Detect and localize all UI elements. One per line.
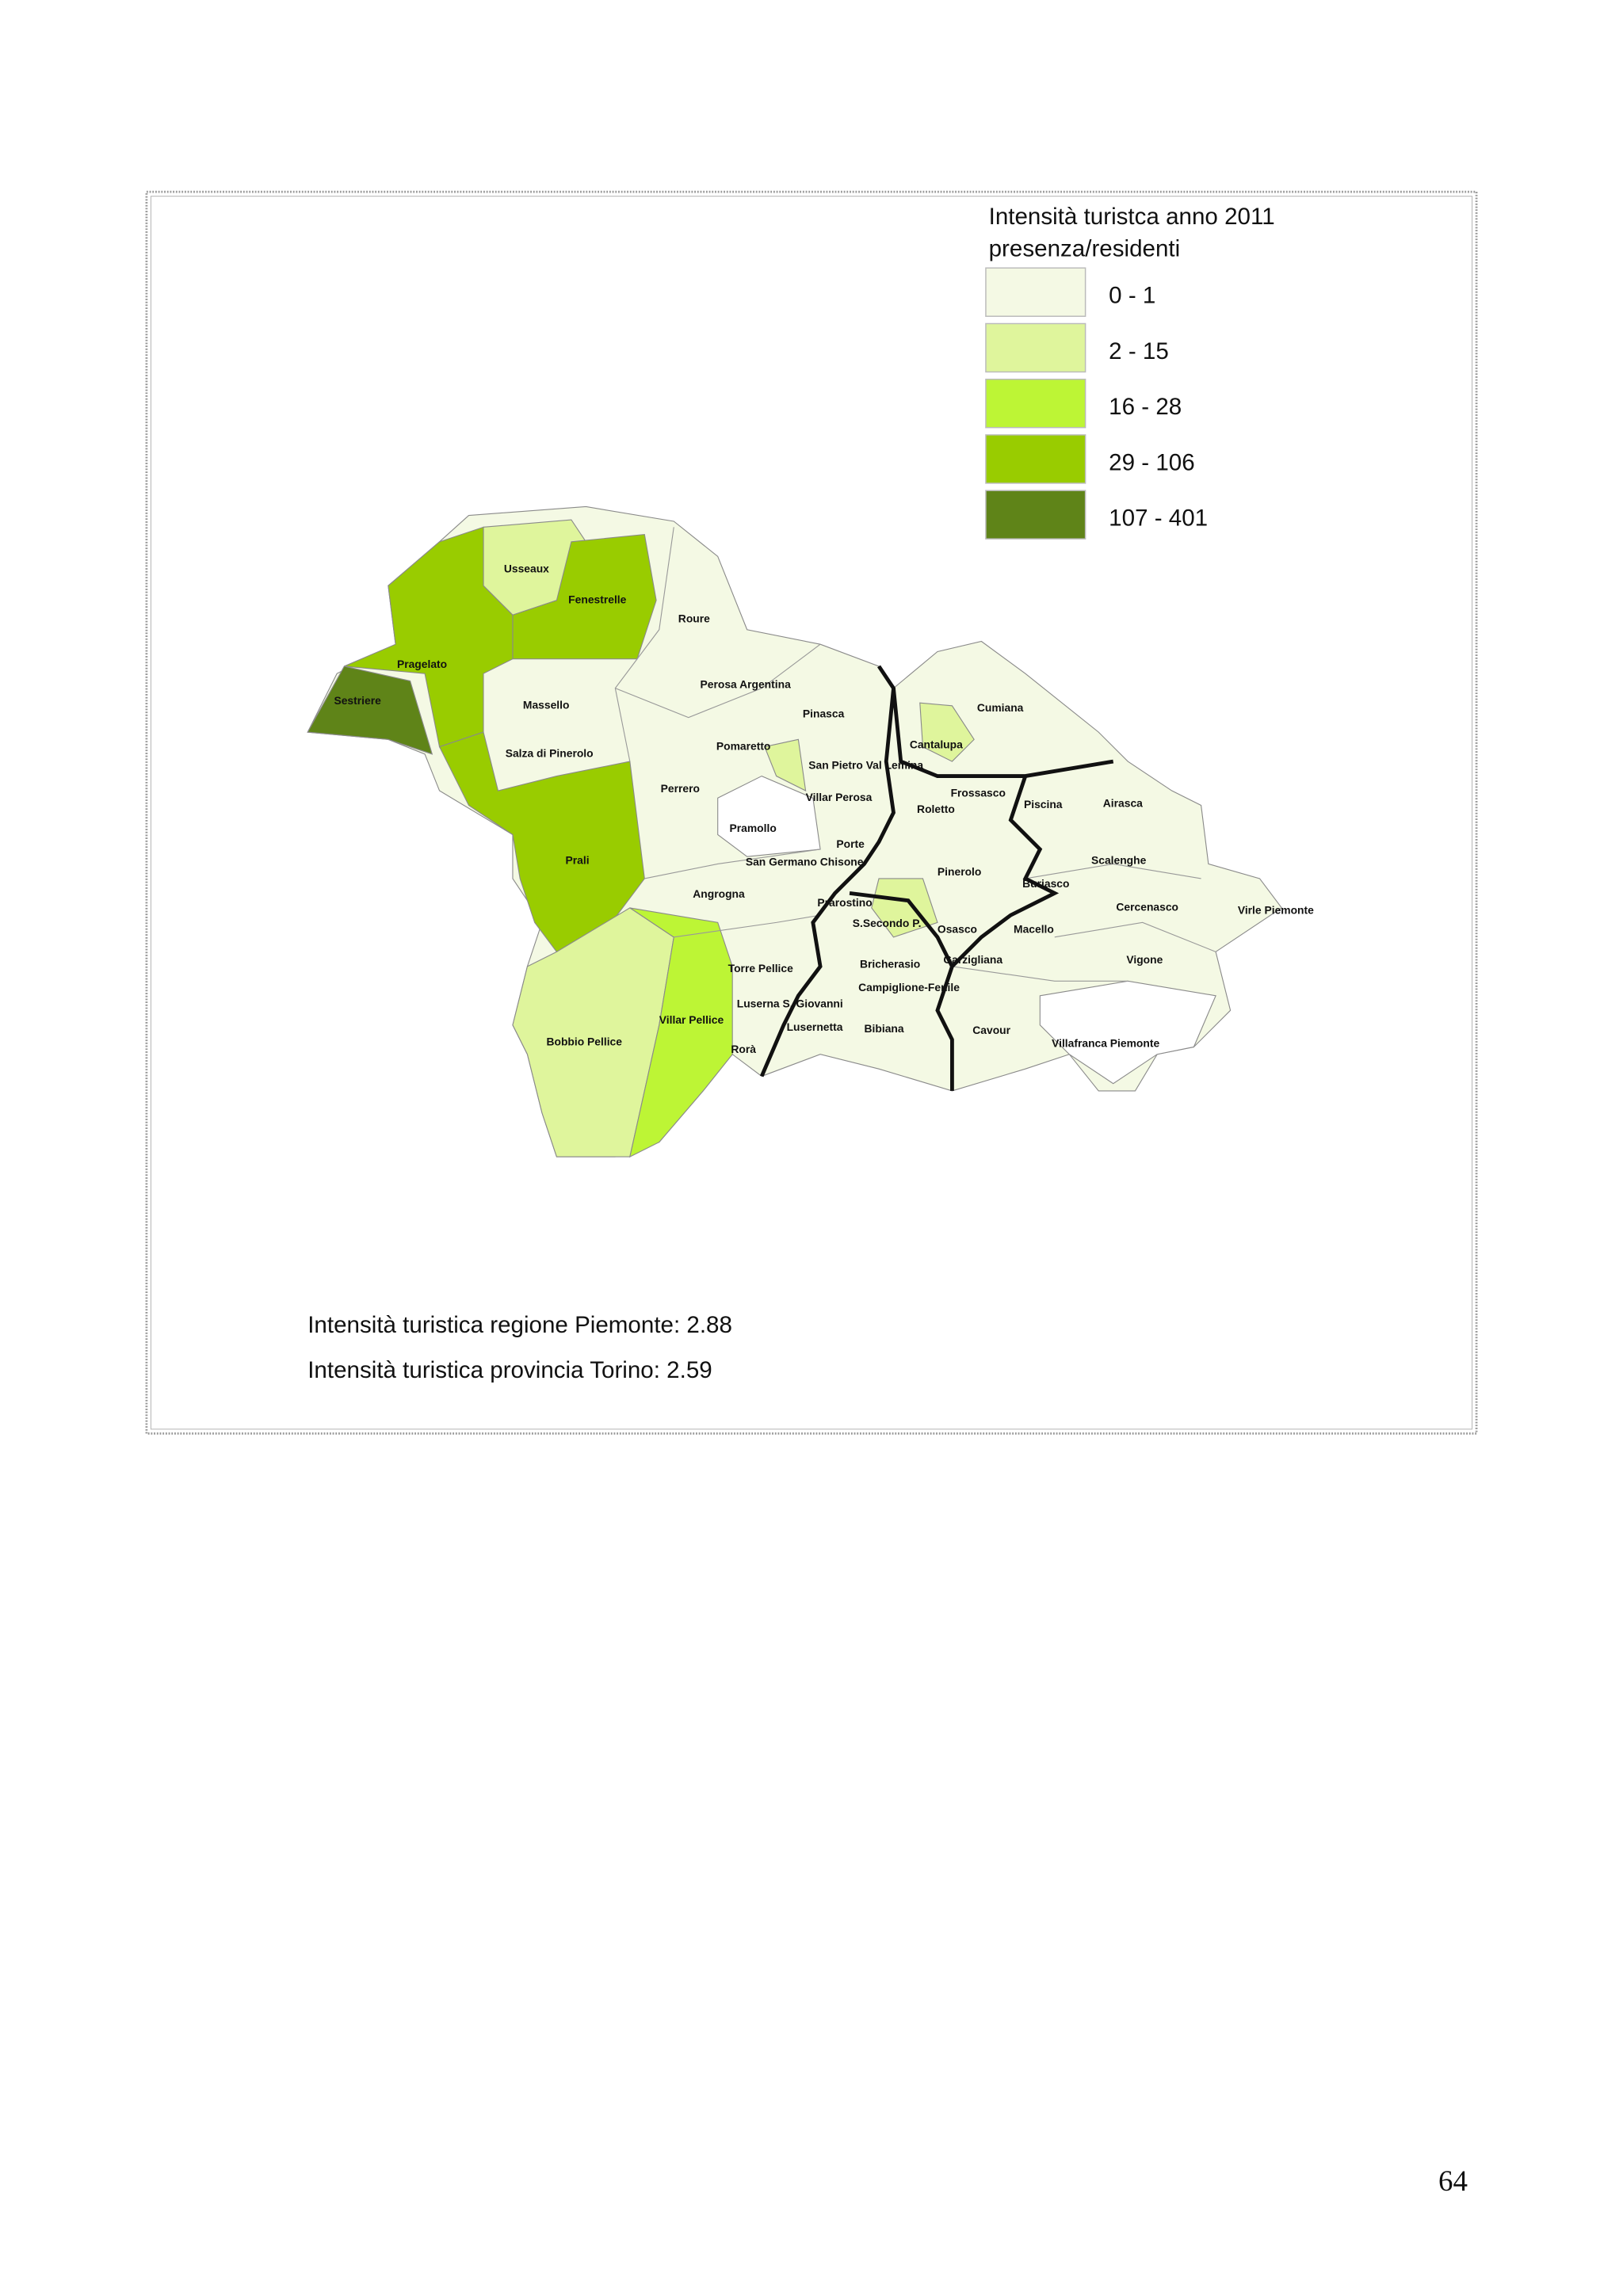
municipality-label: Perosa Argentina [701, 678, 792, 691]
municipality-label: Pragelato [397, 658, 447, 670]
map-labels: Usseaux Fenestrelle Roure Pragelato Sestrier… [334, 563, 1314, 1055]
municipality-label: San Germano Chisone [746, 855, 864, 868]
municipality-label: Roletto [917, 803, 955, 815]
legend-label: 29 - 106 [1109, 449, 1194, 475]
municipality-label: Macello [1014, 922, 1054, 935]
legend-subtitle: presenza/residenti [989, 235, 1181, 261]
legend-swatch [985, 434, 1086, 484]
municipality-label: Prali [566, 853, 590, 866]
legend-swatch [985, 267, 1086, 317]
municipality-label: Bobbio Pellice [546, 1035, 622, 1048]
region [871, 878, 938, 938]
municipality-label: Buriasco [1022, 877, 1069, 890]
municipality-label: Virle Piemonte [1238, 903, 1314, 916]
municipality-label: Pinerolo [938, 865, 981, 878]
municipality-label: S.Secondo P. [853, 917, 922, 929]
legend-label: 2 - 15 [1109, 338, 1169, 364]
municipality-label: Cercenasco [1116, 901, 1178, 913]
district-borders [759, 665, 1114, 1091]
region [307, 666, 433, 755]
municipality-label: Lusernetta [787, 1020, 843, 1033]
municipality-label: Campiglione-Fenile [858, 981, 960, 994]
region [1039, 980, 1216, 1085]
legend-swatch [985, 490, 1086, 540]
municipality-label: Usseaux [504, 563, 549, 575]
region [629, 907, 733, 1158]
page-number: 64 [1438, 2164, 1468, 2197]
note: Intensità turistica provincia Torino: 2.… [307, 1357, 712, 1383]
municipality-label: Pramollo [730, 822, 777, 834]
municipality-label: Villafranca Piemonte [1052, 1036, 1159, 1049]
municipality-label: Salza di Pinerolo [506, 747, 594, 760]
municipality-label: Luserna S. Giovanni [737, 997, 843, 1010]
legend-label: 16 - 28 [1109, 394, 1182, 420]
legend-label: 107 - 401 [1109, 505, 1208, 532]
municipality-label: Garzigliana [943, 953, 1002, 966]
municipality-label: Sestriere [334, 694, 381, 707]
legend-label: 0 - 1 [1109, 283, 1155, 309]
municipality-label: Villar Perosa [806, 791, 873, 803]
region [919, 702, 975, 762]
municipality-label: Cavour [972, 1024, 1010, 1036]
region [764, 738, 807, 792]
municipality-label: Fenestrelle [568, 593, 626, 605]
municipality-label: Bricherasio [860, 958, 920, 971]
municipality-label: Cantalupa [910, 738, 963, 750]
municipality-label: Prarostino [817, 896, 872, 909]
legend-swatch [985, 378, 1086, 429]
municipality-label: Roure [678, 612, 710, 624]
municipality-label: Frossasco [951, 786, 1006, 799]
municipality-label: Porte [836, 837, 865, 850]
frame [145, 190, 1478, 1435]
municipality-label: Rorà [731, 1043, 756, 1055]
municipality-label: Angrogna [693, 887, 745, 900]
municipality-label: Massello [523, 699, 570, 711]
municipality-label: Pomaretto [716, 739, 771, 752]
municipality-label: Scalenghe [1091, 853, 1147, 866]
municipality-label: Piscina [1024, 798, 1063, 810]
municipality-label: San Pietro Val Lemina [808, 758, 923, 771]
legend: 0 - 1 2 - 15 16 - 28 29 - 106 107 - 401 [985, 267, 1208, 540]
legend-title: Intensità turistca anno 2011 [989, 204, 1275, 230]
municipality-label: Villar Pellice [659, 1013, 724, 1026]
note: Intensità turistica regione Piemonte: 2.… [307, 1312, 732, 1338]
municipality-label: Osasco [938, 922, 977, 935]
municipality-label: Airasca [1103, 796, 1143, 809]
municipality-label: Perrero [661, 782, 700, 795]
municipality-label: Vigone [1126, 953, 1163, 966]
map [307, 505, 1283, 1158]
inner-borders [614, 527, 1216, 982]
municipality-label: Bibiana [865, 1022, 904, 1035]
frame-inner [150, 196, 1473, 1430]
municipality-label: Pinasca [803, 707, 845, 720]
region [512, 533, 657, 660]
municipality-label: Cumiana [977, 701, 1024, 714]
municipality-label: Torre Pellice [728, 962, 793, 974]
legend-swatch [985, 322, 1086, 373]
